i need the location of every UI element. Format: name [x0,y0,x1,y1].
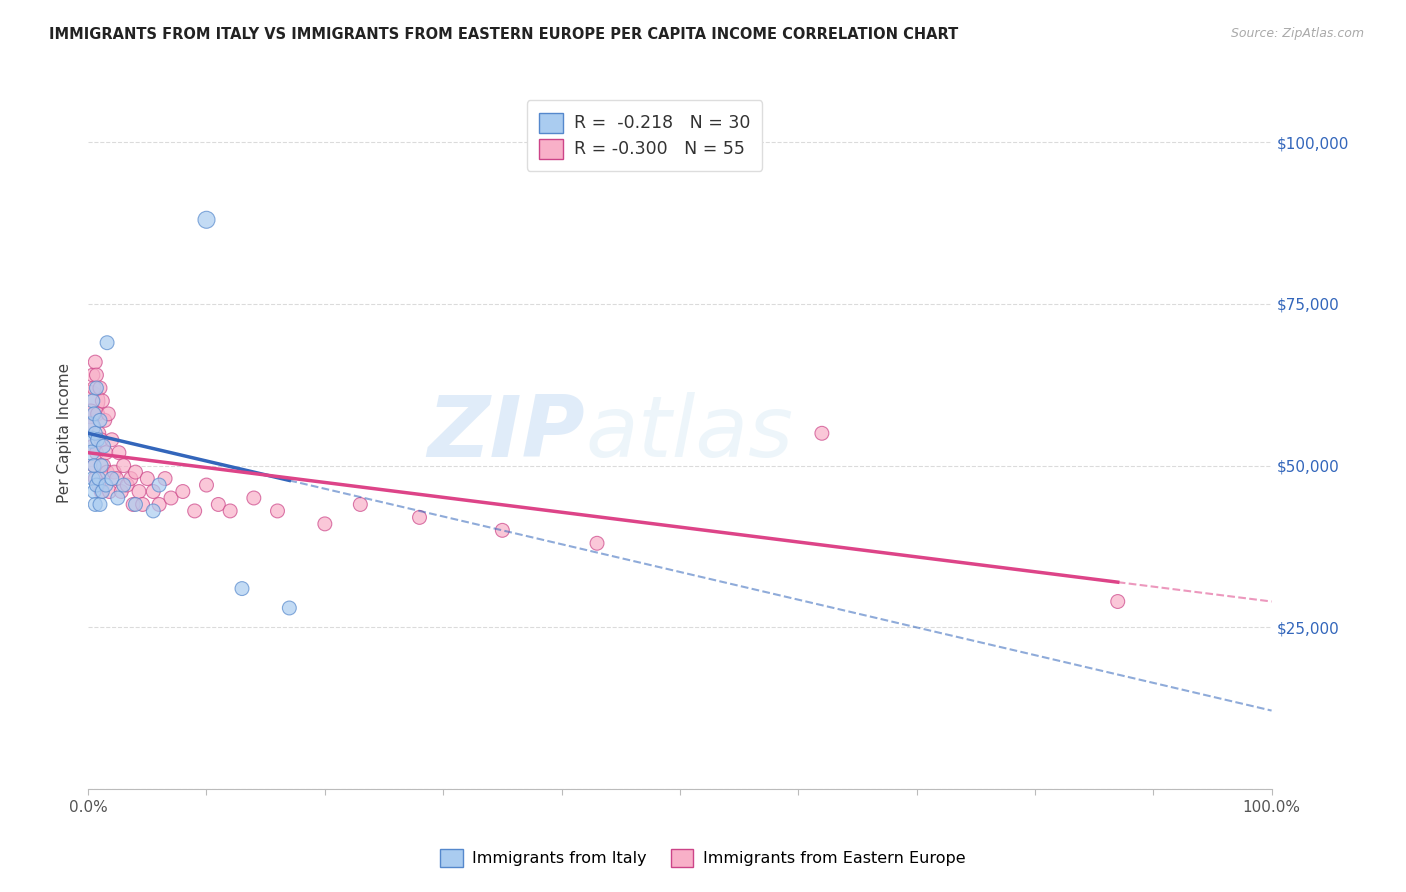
Point [89,413,111,427]
Point [91,484,114,499]
Point [94,478,117,492]
Point [183,504,205,518]
Point [122,498,145,512]
Point [93,439,115,453]
Point [101,433,124,447]
Point [136,472,159,486]
Point [105,472,128,486]
Point [110,484,132,499]
Point [82,472,104,486]
Point [94,446,117,460]
Point [160,491,183,505]
Point [84,426,107,441]
Point [84,355,107,369]
Point [1107,594,1129,608]
Point [195,212,218,227]
Point [83,381,105,395]
Point [108,446,131,460]
Point [90,433,112,447]
Point [172,484,194,499]
Point [491,524,513,538]
Point [80,446,103,460]
Point [128,484,150,499]
Point [86,407,108,421]
Point [148,498,170,512]
Point [207,498,229,512]
Point [131,498,153,512]
Point [82,368,104,382]
Point [93,413,115,427]
Point [142,484,165,499]
Point [408,510,430,524]
Text: ZIP: ZIP [427,392,585,475]
Point [86,381,108,395]
Point [84,498,107,512]
Point [349,498,371,512]
Text: IMMIGRANTS FROM ITALY VS IMMIGRANTS FROM EASTERN EUROPE PER CAPITA INCOME CORREL: IMMIGRANTS FROM ITALY VS IMMIGRANTS FROM… [49,27,959,42]
Text: atlas: atlas [585,392,793,475]
Point [278,601,301,615]
Point [586,536,609,550]
Point [87,472,110,486]
Point [83,458,105,473]
Point [195,478,218,492]
Point [80,433,103,447]
Point [98,484,121,499]
Point [112,458,135,473]
Point [231,582,253,596]
Point [112,478,135,492]
Point [243,491,266,505]
Point [87,426,110,441]
Y-axis label: Per Capita Income: Per Capita Income [58,363,72,503]
Point [124,465,146,479]
Point [84,472,107,486]
Point [101,472,124,486]
Point [124,498,146,512]
Point [107,491,129,505]
Point [93,458,115,473]
Point [314,516,336,531]
Point [79,407,101,421]
Point [266,504,288,518]
Point [811,426,834,441]
Point [219,504,242,518]
Point [83,484,105,499]
Point [86,478,108,492]
Point [82,393,104,408]
Point [87,478,110,492]
Point [89,498,111,512]
Legend: R =  -0.218   N = 30, R = -0.300   N = 55: R = -0.218 N = 30, R = -0.300 N = 55 [527,101,762,171]
Point [115,478,138,492]
Point [86,433,108,447]
Point [91,393,114,408]
Point [153,472,176,486]
Point [96,335,118,350]
Point [90,458,112,473]
Text: Source: ZipAtlas.com: Source: ZipAtlas.com [1230,27,1364,40]
Point [86,446,108,460]
Point [82,439,104,453]
Point [120,472,142,486]
Point [97,407,120,421]
Point [79,393,101,408]
Point [103,465,125,479]
Point [148,478,170,492]
Point [80,419,103,434]
Point [79,419,101,434]
Point [86,368,108,382]
Point [96,465,118,479]
Legend: Immigrants from Italy, Immigrants from Eastern Europe: Immigrants from Italy, Immigrants from E… [433,840,973,875]
Point [90,484,112,499]
Point [83,407,105,421]
Point [142,504,165,518]
Point [83,458,105,473]
Point [89,381,111,395]
